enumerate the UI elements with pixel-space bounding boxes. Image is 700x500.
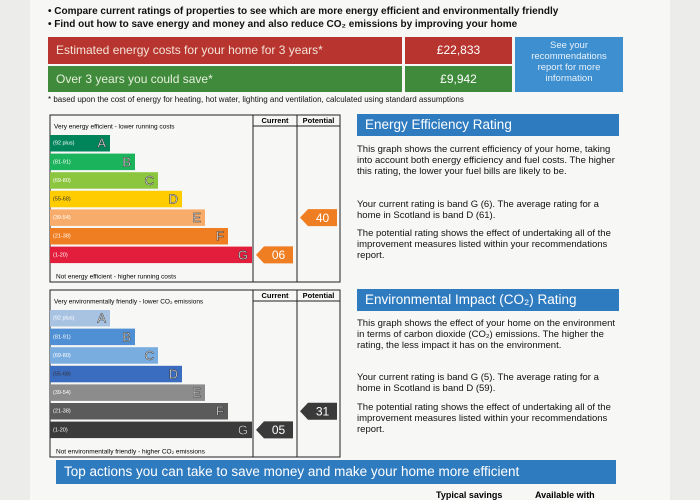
column-header: Potential <box>303 291 335 300</box>
rating-band <box>50 228 228 245</box>
column-header: Current <box>261 291 289 300</box>
rating-arrow <box>300 209 337 227</box>
rating-band <box>50 384 205 401</box>
rating-band <box>50 365 182 383</box>
paragraph: The potential rating shows the effect of… <box>357 402 611 435</box>
band-range: (21-38) <box>53 234 71 240</box>
rating-band <box>50 328 135 346</box>
rating-band <box>50 310 110 327</box>
band-letter: F <box>216 229 224 244</box>
paragraph: This graph shows the current efficiency … <box>357 144 615 177</box>
band-range: (81-91) <box>53 159 71 165</box>
band-letter: F <box>216 404 224 419</box>
band-letter: G <box>238 247 248 262</box>
footnote: * based upon the cost of energy for heat… <box>48 95 464 104</box>
bullet-text: Compare current ratings of properties to… <box>54 6 559 17</box>
band-range: (92 plus) <box>53 141 75 147</box>
band-range: (1-20) <box>53 427 68 433</box>
top-label: Very energy efficient - lower running co… <box>54 124 175 131</box>
rating-value: 05 <box>272 423 286 437</box>
cost-value: £22,833 <box>405 37 512 64</box>
band-letter: E <box>192 210 201 225</box>
rating-arrow <box>300 402 337 420</box>
band-letter: A <box>97 311 106 326</box>
rating-arrow <box>256 246 293 264</box>
bullet: • Find out how to save energy and money … <box>48 19 518 30</box>
rating-band <box>50 153 135 171</box>
top-label: Very environmentally friendly - lower CO… <box>54 299 204 306</box>
band-letter: D <box>169 366 178 381</box>
panel-title: Environmental Impact (CO₂) Rating <box>357 289 619 311</box>
paragraph: This graph shows the effect of your home… <box>357 318 616 351</box>
cost-label: Over 3 years you could save* <box>48 66 402 92</box>
panel-title: Energy Efficiency Rating <box>357 114 619 136</box>
rating-band <box>50 172 158 189</box>
band-range: (55-68) <box>53 197 71 203</box>
rating-value: 06 <box>272 248 286 262</box>
rating-band <box>50 403 228 420</box>
cost-label: Estimated energy costs for your home for… <box>48 37 402 64</box>
band-range: (92 plus) <box>53 316 75 322</box>
column-header: Potential <box>303 116 335 125</box>
paragraph: Your current rating is band G (5). The a… <box>357 372 599 394</box>
paragraph: The potential rating shows the effect of… <box>357 228 611 261</box>
actions-title: Top actions you can take to save money a… <box>56 460 616 484</box>
band-letter: E <box>192 385 201 400</box>
rating-band <box>50 246 252 264</box>
band-letter: C <box>145 348 154 363</box>
recommendations-note: See your recommendations report for more… <box>515 37 623 92</box>
band-range: (69-80) <box>53 353 71 359</box>
cost-value: £9,942 <box>405 66 512 92</box>
band-range: (21-38) <box>53 409 71 415</box>
rating-value: 40 <box>316 211 330 225</box>
band-range: (55-68) <box>53 372 71 378</box>
rating-band <box>50 135 110 152</box>
band-range: (69-80) <box>53 178 71 184</box>
band-letter: D <box>169 191 178 206</box>
column-header: Available with <box>535 490 595 500</box>
rating-band <box>50 190 182 208</box>
band-range: (1-20) <box>53 252 68 258</box>
rating-arrow <box>256 421 293 439</box>
band-letter: B <box>122 329 131 344</box>
bullet: • Compare current ratings of properties … <box>48 6 559 17</box>
band-range: (39-54) <box>53 390 71 396</box>
band-letter: A <box>97 136 106 151</box>
band-range: (39-54) <box>53 215 71 221</box>
bullet-text: Find out how to save energy and money an… <box>54 19 518 30</box>
rating-band <box>50 347 158 364</box>
column-header: Current <box>261 116 289 125</box>
paragraph: Your current rating is band G (6). The a… <box>357 199 599 221</box>
rating-value: 31 <box>316 404 330 418</box>
column-header: Typical savings <box>436 490 503 500</box>
rating-band <box>50 209 205 226</box>
rating-band <box>50 421 252 439</box>
bottom-label: Not environmentally friendly - higher CO… <box>56 449 206 456</box>
bottom-label: Not energy efficient - higher running co… <box>56 274 177 281</box>
band-letter: C <box>145 173 154 188</box>
band-letter: B <box>122 154 131 169</box>
band-range: (81-91) <box>53 334 71 340</box>
band-letter: G <box>238 422 248 437</box>
